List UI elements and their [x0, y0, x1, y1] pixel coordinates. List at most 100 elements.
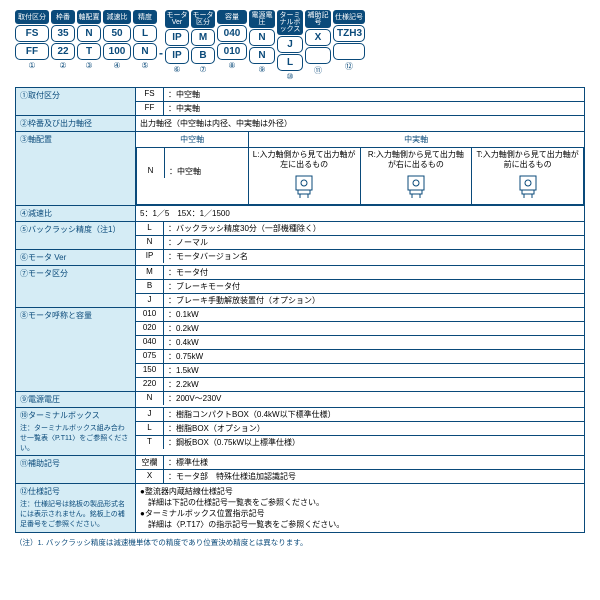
spec-value: 010：0.1kW020：0.2kW040：0.4kW075：0.75kW150…: [136, 308, 585, 392]
spec-row: ⑧モータ呼称と容量010：0.1kW020：0.2kW040：0.4kW075：…: [16, 308, 585, 392]
kv-key: 020: [136, 322, 164, 336]
kv-key: T: [136, 436, 164, 449]
spec-row: ⑫仕様記号注：仕様記号は銘板の製品形式名には表示されません。銘板上の補足番号をご…: [16, 484, 585, 533]
kv-key: 075: [136, 350, 164, 364]
spec-label: ⑤バックラッシ精度（注1）: [16, 222, 136, 250]
column-number: ⑫: [345, 61, 353, 72]
kv-key: 空欄: [136, 456, 164, 470]
spec-row: ⑨電源電圧N：200V～230V: [16, 392, 585, 408]
column-number: ③: [85, 61, 92, 70]
code-value: TZH3: [333, 25, 365, 42]
code-value: IP: [165, 29, 189, 46]
kv-value: ：0.2kW: [164, 322, 584, 336]
code-value: N: [249, 47, 275, 64]
spec-row: ②枠番及び出力軸径出力軸径（中空軸は内径、中実軸は外径）: [16, 116, 585, 132]
code-value: B: [191, 47, 215, 64]
kv-value: ：200V～230V: [164, 392, 584, 405]
kv-value: ：モータバージョン名: [164, 250, 584, 263]
spec-value: 中空軸中実軸N：中空軸L:入力軸側から見て出力軸が左に出るものR:入力軸側から見…: [136, 132, 585, 206]
kv-key: L: [136, 222, 164, 236]
kv-key: 040: [136, 336, 164, 350]
spec-value: FS：中空軸FF：中実軸: [136, 88, 585, 116]
code-column: 減速比50100④: [103, 10, 131, 81]
kv-value: ：2.2kW: [164, 378, 584, 391]
spec-label: ⑩ターミナルボックス注：ターミナルボックス組み合わせ一覧表〈P.T11〉をご参照…: [16, 408, 136, 456]
column-number: ①: [28, 61, 35, 70]
spec-label: ①取付区分: [16, 88, 136, 116]
column-header: 軸配置: [77, 10, 101, 24]
spec-row: ①取付区分FS：中空軸FF：中実軸: [16, 88, 585, 116]
spec-value: 出力軸径（中空軸は内径、中実軸は外径）: [136, 116, 585, 132]
footnote: （注）1. バックラッシ精度は減速機単体での精度であり位置決め精度とは異なります…: [15, 537, 585, 548]
kv-key: N: [136, 236, 164, 249]
column-number: ⑥: [173, 65, 180, 74]
spec-label: ⑫仕様記号注：仕様記号は銘板の製品形式名には表示されません。銘板上の補足番号をご…: [16, 484, 136, 533]
column-header: 枠番: [51, 10, 75, 24]
kv-value: ：中実軸: [164, 102, 584, 115]
spec-label: ③軸配置: [16, 132, 136, 206]
specification-table: ①取付区分FS：中空軸FF：中実軸②枠番及び出力軸径出力軸径（中空軸は内径、中実…: [15, 87, 585, 533]
spec-label: ②枠番及び出力軸径: [16, 116, 136, 132]
spec-label: ④減速比: [16, 206, 136, 222]
kv-key: FS: [136, 88, 164, 102]
code-column: モータ区分MB⑦: [191, 10, 215, 81]
kv-key: 220: [136, 378, 164, 391]
spec-label: ⑪補助記号: [16, 456, 136, 484]
spec-label: ⑨電源電圧: [16, 392, 136, 408]
column-header: モータVer: [165, 10, 189, 28]
column-number: ⑩: [286, 72, 293, 81]
spec-label: ⑧モータ呼称と容量: [16, 308, 136, 392]
column-header: 精度: [133, 10, 157, 24]
code-value: L: [133, 25, 157, 42]
code-column: 取付区分FSFF①: [15, 10, 49, 81]
note-line: 詳細は〈P.T17〉の指示記号一覧表をご参照ください。: [140, 519, 580, 530]
code-selector-row: 取付区分FSFF①枠番3522②軸配置NT③減速比50100④精度LN⑤-モータ…: [15, 10, 585, 81]
kv-key: J: [136, 408, 164, 422]
code-value: N: [133, 43, 157, 60]
column-number: ⑤: [141, 61, 148, 70]
column-header: 減速比: [103, 10, 131, 24]
kv-key: B: [136, 280, 164, 294]
kv-value: ：1.5kW: [164, 364, 584, 378]
code-column: 補助記号X ⑪: [305, 10, 331, 81]
spec-value: L：バックラッシ精度30分（一部機種除く）N：ノーマル: [136, 222, 585, 250]
spec-row: ⑥モータ VerIP：モータバージョン名: [16, 250, 585, 266]
note-line: 詳細は下記の仕様記号一覧表をご参照ください。: [140, 497, 580, 508]
spec-row: ⑩ターミナルボックス注：ターミナルボックス組み合わせ一覧表〈P.T11〉をご参照…: [16, 408, 585, 456]
code-value: J: [277, 36, 303, 53]
code-value: X: [305, 29, 331, 46]
code-column: 枠番3522②: [51, 10, 75, 81]
kv-key: L: [136, 422, 164, 436]
kv-value: ：樹脂コンパクトBOX（0.4kW以下標準仕様）: [164, 408, 584, 422]
kv-value: ：0.75kW: [164, 350, 584, 364]
spec-row: ⑪補助記号空欄：標準仕様X：モータ部 特殊仕様追加認識記号: [16, 456, 585, 484]
code-value: 50: [103, 25, 131, 42]
column-number: ⑪: [314, 65, 322, 76]
code-column: 容量040010⑧: [217, 10, 247, 81]
spec-value: J：樹脂コンパクトBOX（0.4kW以下標準仕様）L：樹脂BOX（オプション）T…: [136, 408, 585, 456]
column-number: ④: [113, 61, 120, 70]
spec-value: IP：モータバージョン名: [136, 250, 585, 266]
code-value: [305, 47, 331, 64]
kv-value: ：モータ付: [164, 266, 584, 280]
code-value: [333, 43, 365, 60]
code-column: モータVerIPIP⑥: [165, 10, 189, 81]
code-column: ターミナルボックスJL⑩: [277, 10, 303, 81]
column-number: ⑦: [199, 65, 206, 74]
kv-value: ：樹脂BOX（オプション）: [164, 422, 584, 436]
note-line: ●整流器内蔵結線仕様記号: [140, 486, 580, 497]
column-header: ターミナルボックス: [277, 10, 303, 35]
spec-label: ⑥モータ Ver: [16, 250, 136, 266]
spec-value: 5：1／5 15X：1／1500: [136, 206, 585, 222]
kv-value: ：標準仕様: [164, 456, 584, 470]
code-value: N: [249, 29, 275, 46]
column-number: ⑧: [228, 61, 235, 70]
code-value: FF: [15, 43, 49, 60]
spec-row: ⑦モータ区分M：モータ付B：ブレーキモータ付J：ブレーキ手動解放装置付（オプショ…: [16, 266, 585, 308]
kv-value: ：モータ部 特殊仕様追加認識記号: [164, 470, 584, 483]
spec-label: ⑦モータ区分: [16, 266, 136, 308]
kv-key: FF: [136, 102, 164, 115]
code-column: 軸配置NT③: [77, 10, 101, 81]
code-column: 仕様記号TZH3 ⑫: [333, 10, 365, 81]
code-column: 電源電圧NN⑨: [249, 10, 275, 81]
